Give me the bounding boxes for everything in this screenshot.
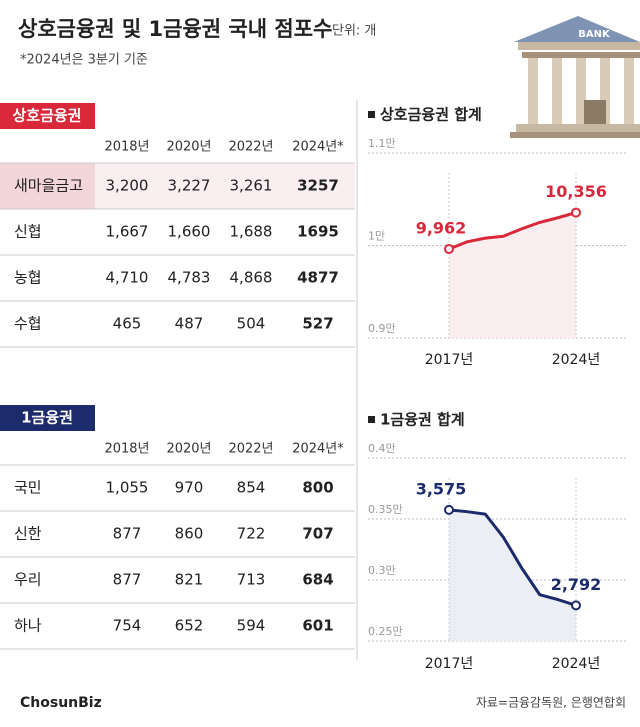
cell: 800: [302, 479, 333, 497]
x-tick-label: 2024년: [552, 656, 601, 672]
point: [571, 600, 581, 611]
cell: 1695: [297, 223, 339, 241]
row-name-highlight: [0, 163, 95, 209]
row-name: 신한: [14, 525, 42, 543]
y-tick-label: 0.4만: [368, 442, 396, 455]
title: 상호금융권 및 1금융권 국내 점포수: [18, 17, 332, 41]
line: [448, 508, 577, 607]
cell: 527: [302, 315, 333, 333]
cell: 504: [237, 315, 266, 333]
cell: 594: [237, 617, 266, 635]
cell: 877: [113, 571, 142, 589]
cell: 1,055: [106, 479, 149, 497]
cell: 860: [175, 525, 204, 543]
value-label: 9,962: [416, 219, 467, 238]
cell: 1,667: [106, 223, 149, 241]
x-tick-label: 2017년: [425, 352, 474, 368]
line: [448, 211, 577, 251]
row-name: 국민: [14, 479, 42, 497]
cell: 465: [113, 315, 142, 333]
cell: 4,868: [230, 269, 273, 287]
point: [444, 504, 454, 515]
column-header: 2024년*: [292, 140, 344, 155]
column-header: 2020년: [166, 442, 211, 457]
cell: 707: [302, 525, 333, 543]
area: [449, 509, 576, 641]
column-header: 2022년: [228, 442, 273, 457]
cell: 652: [175, 617, 204, 635]
section-label-bg: [0, 103, 95, 129]
cell: 684: [302, 571, 333, 589]
unit: 단위: 개: [332, 24, 376, 39]
source: 자료=금융감독원, 은행연합회: [476, 695, 626, 710]
cell: 3257: [297, 177, 339, 195]
y-tick-label: 0.25만: [368, 625, 403, 638]
cell: 487: [175, 315, 204, 333]
point: [444, 244, 454, 255]
x-tick-label: 2024년: [552, 352, 601, 368]
y-tick-label: 1만: [368, 230, 385, 243]
value-label: 2,792: [551, 575, 602, 594]
bank-sign: BANK: [578, 29, 611, 40]
row-name: 수협: [14, 315, 42, 333]
column-header: 2018년: [104, 140, 149, 155]
point: [571, 207, 581, 218]
cell: 4,710: [106, 269, 149, 287]
column-header: 2024년*: [292, 442, 344, 457]
cell: 722: [237, 525, 266, 543]
area: [449, 212, 576, 338]
cell: 754: [113, 617, 142, 635]
title-marker: [368, 416, 375, 423]
cell: 4,783: [168, 269, 211, 287]
chart-title: 상호금융권 합계: [380, 106, 482, 124]
cell: 970: [175, 479, 204, 497]
column-header: 2018년: [104, 442, 149, 457]
value-label: 3,575: [416, 479, 467, 498]
section-label-bg: [0, 405, 95, 431]
section-label: 상호금융권: [12, 107, 81, 125]
cell: 4877: [297, 269, 339, 287]
y-tick-label: 0.3만: [368, 564, 396, 577]
row-name: 새마을금고: [14, 177, 83, 195]
row-name: 하나: [14, 617, 42, 635]
title-marker: [368, 111, 375, 118]
cell: 3,227: [168, 177, 211, 195]
cell: 3,200: [106, 177, 149, 195]
bank-icon: [510, 16, 640, 138]
note: *2024년은 3분기 기준: [20, 53, 148, 68]
y-tick-label: 0.35만: [368, 503, 403, 516]
cell: 3,261: [230, 177, 273, 195]
value-label: 10,356: [545, 182, 607, 201]
row-name: 신협: [14, 223, 42, 241]
cell: 877: [113, 525, 142, 543]
cell: 854: [237, 479, 266, 497]
cell: 601: [302, 617, 333, 635]
cell: 713: [237, 571, 266, 589]
row-name: 우리: [14, 571, 42, 589]
chart-title: 1금융권 합계: [380, 411, 465, 429]
row-name: 농협: [14, 269, 42, 287]
y-tick-label: 1.1만: [368, 137, 396, 150]
column-header: 2022년: [228, 140, 273, 155]
cell: 1,660: [168, 223, 211, 241]
x-tick-label: 2017년: [425, 656, 474, 672]
column-header: 2020년: [166, 140, 211, 155]
section-label: 1금융권: [21, 409, 73, 427]
logo: ChosunBiz: [20, 695, 102, 711]
cell: 1,688: [230, 223, 273, 241]
y-tick-label: 0.9만: [368, 322, 396, 335]
cell: 821: [175, 571, 204, 589]
